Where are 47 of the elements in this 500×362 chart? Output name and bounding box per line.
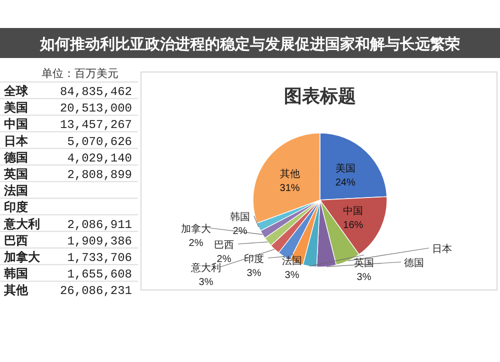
data-label: 31% bbox=[280, 182, 300, 194]
data-label: 2% bbox=[232, 226, 248, 237]
category-label: 意大利 bbox=[3, 216, 40, 231]
category-label: 韩国 bbox=[3, 266, 28, 281]
category-label: 日本 bbox=[4, 134, 29, 148]
slice-label: 韩国 bbox=[230, 211, 250, 223]
slice-label: 加拿大 bbox=[181, 223, 211, 235]
slice-label: 印度 bbox=[244, 253, 264, 265]
data-label: 2% bbox=[188, 238, 204, 249]
text: 如何推动利比亚政治进程的稳定与发展促进国家和解与长远繁荣 bbox=[39, 35, 460, 53]
slice-label: 其他 bbox=[280, 168, 300, 180]
text: 1,733,706 bbox=[67, 251, 132, 265]
slice-label: 日本 bbox=[432, 243, 452, 255]
text: 1,909,386 bbox=[67, 234, 132, 248]
text: 2,086,911 bbox=[67, 218, 132, 232]
category-label: 其他 bbox=[3, 283, 29, 298]
slice-label: 德国 bbox=[404, 258, 424, 269]
text: 2,808,899 bbox=[67, 168, 132, 182]
data-label: 3% bbox=[284, 270, 300, 281]
category-label: 英国 bbox=[3, 167, 28, 181]
category-label: 印度 bbox=[4, 200, 28, 214]
chart-title: 图表标题 bbox=[284, 86, 356, 106]
slice-label: 巴西 bbox=[214, 240, 234, 251]
data-label: 3% bbox=[198, 277, 214, 288]
text: 5,070,626 bbox=[67, 134, 132, 149]
data-label: 2% bbox=[216, 254, 232, 265]
slice-label: 意大利 bbox=[190, 262, 221, 274]
text: 1,655,608 bbox=[67, 268, 132, 282]
category-label: 加拿大 bbox=[3, 250, 41, 264]
text: 13,457,267 bbox=[60, 118, 132, 132]
data-label: 3% bbox=[246, 268, 262, 279]
slice-label: 中国 bbox=[343, 205, 364, 218]
text: 84,835,462 bbox=[60, 85, 132, 99]
text: 20,513,000 bbox=[60, 102, 132, 116]
data-label: 24% bbox=[335, 177, 356, 188]
category-label: 全球 bbox=[3, 84, 29, 98]
text: 26,086,231 bbox=[60, 284, 132, 298]
data-label: 3% bbox=[356, 272, 372, 283]
slice-label: 美国 bbox=[335, 162, 356, 174]
category-label: 德国 bbox=[3, 150, 28, 164]
text: 4,029,140 bbox=[67, 151, 132, 166]
category-label: 中国 bbox=[4, 117, 28, 132]
category-label: 巴西 bbox=[4, 233, 28, 248]
data-label: 16% bbox=[343, 220, 364, 232]
category-label: 美国 bbox=[3, 100, 28, 115]
text: 单位：百万美元 bbox=[42, 67, 118, 80]
category-label: 法国 bbox=[3, 184, 28, 198]
